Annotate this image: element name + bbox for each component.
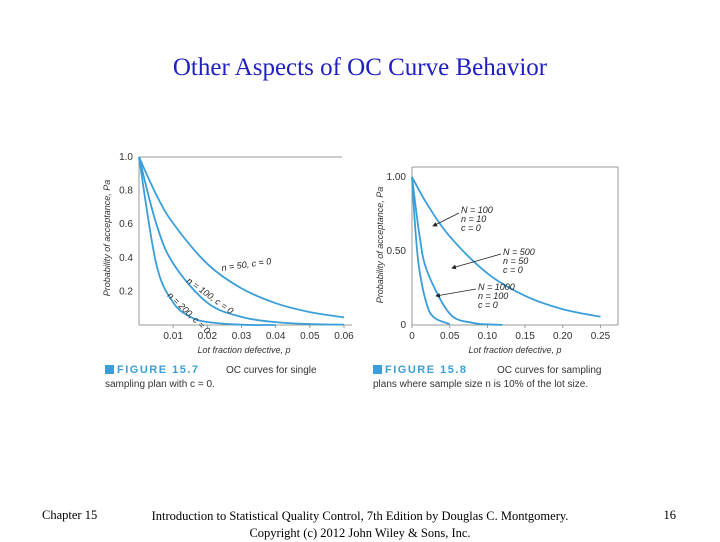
series-line-3	[138, 156, 276, 326]
legend-block-n500: N = 500 n = 50 c = 0	[503, 247, 535, 275]
series-line-1	[138, 156, 345, 319]
legend-arrow-n100	[432, 212, 460, 227]
curve-label-n50: n = 50, c = 0	[221, 256, 272, 273]
x-tick-label: 0.01	[163, 331, 183, 342]
legend-arrow-n500	[451, 253, 502, 270]
legend-line: N = 1000	[478, 282, 515, 292]
figure-marker-15-8	[373, 365, 382, 374]
x-tick-label: 0.10	[478, 331, 498, 342]
y-tick-label: 0.6	[119, 219, 133, 230]
series-line-3	[411, 176, 451, 325]
footer-citation-line1: Introduction to Statistical Quality Cont…	[151, 509, 569, 523]
footer-citation-line2: Copyright (c) 2012 John Wiley & Sons, In…	[249, 526, 471, 540]
figure-label-15-7: FIGURE 15.7	[117, 364, 200, 376]
series-line-2	[411, 176, 503, 326]
legend-line: n = 100	[478, 291, 508, 301]
footer-page-number: 16	[663, 508, 677, 522]
caption-15-7-line2: sampling plan with c = 0.	[105, 379, 215, 390]
legend-line: c = 0	[478, 300, 498, 310]
caption-15-8-line2: plans where sample size n is 10% of the …	[373, 379, 588, 390]
chart-15-8: 1.00 0.50 0 0 0.05 0.10 0.15 0.20 0.25 Probabil…	[373, 166, 619, 390]
x-tick-label: 0.25	[591, 331, 611, 342]
slide-title: Other Aspects of OC Curve Behavior	[172, 54, 548, 81]
figure-marker-15-7	[105, 365, 114, 374]
y-tick-label: 1.00	[387, 172, 407, 183]
caption-15-8-line1: OC curves for sampling	[497, 365, 601, 376]
legend-line: c = 0	[503, 265, 523, 275]
y-tick-label: 0.8	[119, 186, 133, 197]
y-axis-label: Probability of acceptance, Pa	[102, 180, 112, 297]
chart-15-7: 1.0 0.8 0.6 0.4 0.2 0.01 0.02 0.03 0.04 0.05 0.06…	[102, 152, 354, 390]
series-line-2	[138, 156, 345, 326]
series-line-1	[411, 176, 601, 318]
x-tick-label: 0	[409, 331, 415, 342]
figure-label-15-8: FIGURE 15.8	[385, 364, 468, 376]
legend-line: N = 500	[503, 247, 535, 257]
y-tick-label: 0.4	[119, 253, 133, 264]
legend-line: N = 100	[461, 205, 493, 215]
legend-block-n1000: N = 1000 n = 100 c = 0	[478, 282, 515, 310]
x-tick-label: 0.03	[232, 331, 252, 342]
caption-15-7-line1: OC curves for single	[226, 365, 317, 376]
x-tick-label: 0.02	[198, 331, 218, 342]
x-tick-label: 0.20	[553, 331, 573, 342]
x-tick-label: 0.04	[266, 331, 286, 342]
y-tick-label: 0.2	[119, 286, 133, 297]
legend-block-n100: N = 100 n = 10 c = 0	[461, 205, 493, 233]
x-tick-label: 0.06	[334, 331, 354, 342]
footer-chapter: Chapter 15	[42, 508, 98, 522]
y-tick-label: 1.0	[119, 152, 133, 163]
x-axis-label: Lot fraction defective, p	[197, 345, 290, 355]
legend-arrow-n1000	[435, 288, 477, 298]
x-tick-label: 0.15	[515, 331, 535, 342]
footer-citation: Introduction to Statistical Quality Cont…	[140, 508, 580, 542]
legend-line: n = 10	[461, 214, 486, 224]
x-axis-label: Lot fraction defective, p	[468, 345, 561, 355]
legend-line: c = 0	[461, 223, 481, 233]
y-tick-label: 0.50	[387, 246, 407, 257]
y-tick-label: 0	[400, 320, 406, 331]
legend-line: n = 50	[503, 256, 528, 266]
y-axis-label: Probability of acceptance, Pa	[375, 187, 385, 304]
x-tick-label: 0.05	[300, 331, 320, 342]
x-tick-label: 0.05	[440, 331, 460, 342]
